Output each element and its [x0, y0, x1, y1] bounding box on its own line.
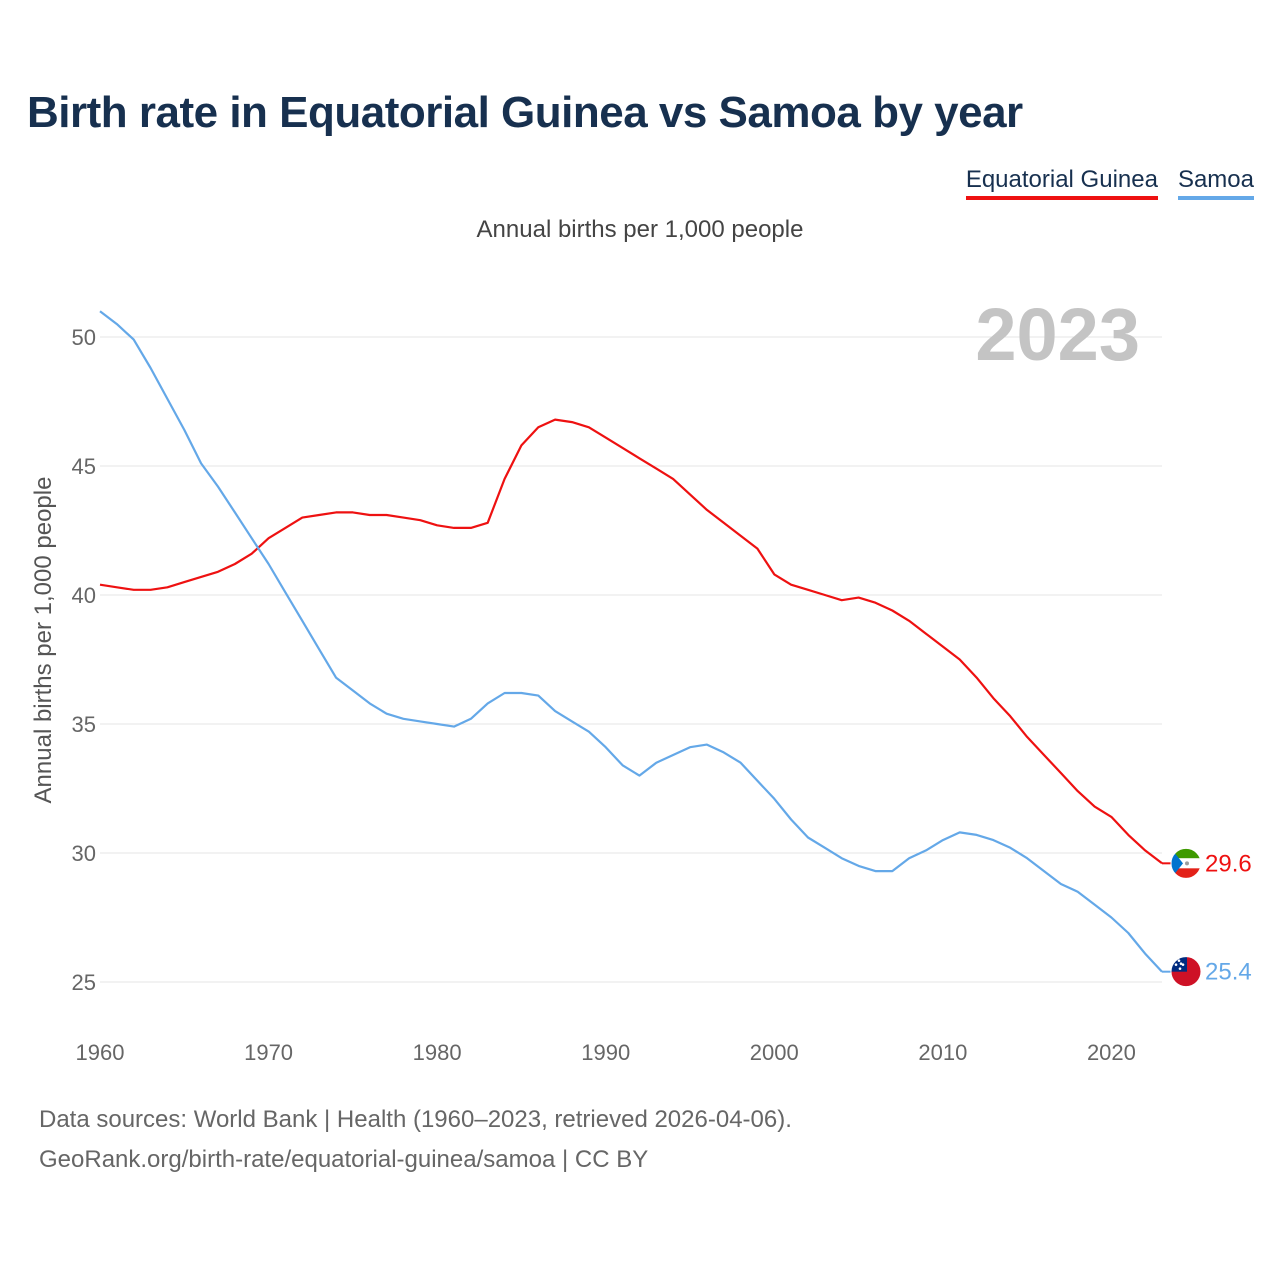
y-axis-label: Annual births per 1,000 people — [30, 477, 57, 804]
flag-equatorial-guinea-icon — [1171, 848, 1201, 879]
flag-star — [1181, 963, 1185, 966]
legend: Equatorial Guinea Samoa — [965, 166, 1254, 200]
grid — [100, 336, 1162, 983]
x-tick-label: 2020 — [1087, 1040, 1136, 1065]
x-tick-label: 1960 — [76, 1040, 125, 1065]
source-line: Data sources: World Bank | Health (1960–… — [39, 1106, 792, 1133]
series — [99, 310, 1163, 973]
axes: 25 30 35 40 45 50 1960 1970 1980 1990 2000 2010 2020 — [72, 325, 1136, 1065]
y-tick-label: 25 — [72, 970, 96, 995]
series-line-samoa — [99, 310, 1163, 973]
flag-stripe-green — [1171, 848, 1201, 859]
flag-stripe-red — [1171, 868, 1201, 879]
x-tick-label: 1970 — [244, 1040, 293, 1065]
legend-item-samoa[interactable]: Samoa — [1177, 166, 1254, 200]
flag-star — [1179, 962, 1183, 965]
y-tick-label: 40 — [72, 583, 96, 608]
chart-title: Birth rate in Equatorial Guinea vs Samoa… — [27, 88, 1023, 137]
end-value-label-samoa: 25.4 — [1205, 959, 1252, 986]
y-tick-label: 30 — [72, 841, 96, 866]
flag-triangle-blue — [1171, 848, 1183, 879]
source-url-line[interactable]: GeoRank.org/birth-rate/equatorial-guinea… — [39, 1146, 649, 1173]
series-line-equatorial-guinea — [99, 418, 1163, 865]
flag-emblem — [1185, 861, 1189, 866]
endpoints: 29.6 25.4 — [1162, 847, 1252, 988]
y-tick-label: 35 — [72, 712, 96, 737]
equatorial-guinea-flag-icon — [1170, 847, 1202, 879]
x-tick-label: 2010 — [918, 1040, 967, 1065]
y-tick-label: 50 — [72, 325, 96, 350]
flag-star — [1174, 963, 1178, 966]
x-tick-label: 1980 — [413, 1040, 462, 1065]
flag-outline — [1170, 956, 1202, 988]
end-value-label-equatorial-guinea: 29.6 — [1205, 850, 1252, 877]
year-watermark: 2023 — [975, 293, 1140, 376]
legend-item-equatorial-guinea[interactable]: Equatorial Guinea — [965, 166, 1158, 200]
x-tick-label: 2000 — [750, 1040, 799, 1065]
flag-star — [1177, 959, 1181, 962]
flag-star — [1178, 967, 1182, 970]
flag-outline — [1170, 847, 1202, 879]
x-tick-label: 1990 — [581, 1040, 630, 1065]
samoa-flag-icon — [1170, 956, 1202, 988]
chart-subtitle: Annual births per 1,000 people — [476, 216, 804, 243]
y-tick-label: 45 — [72, 454, 96, 479]
